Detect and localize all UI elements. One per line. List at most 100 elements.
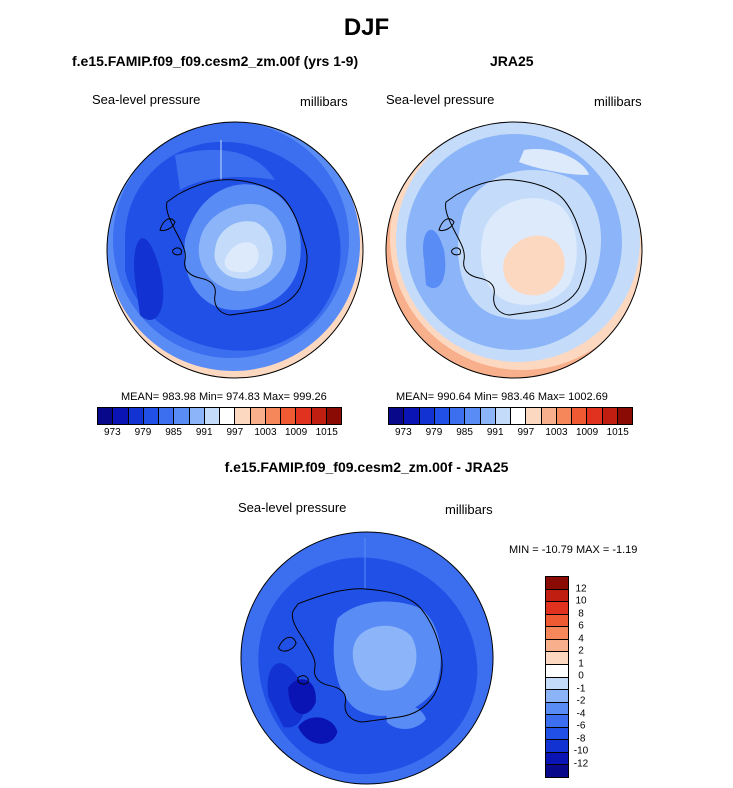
model-colorbar-swatch — [326, 408, 341, 424]
model-colorbar-tick: 1015 — [315, 427, 338, 438]
model-colorbar-swatch — [281, 408, 297, 424]
model-colorbar-swatch — [265, 408, 281, 424]
model-colorbar-swatch — [235, 408, 251, 424]
model-colorbar-tick: 997 — [226, 427, 244, 438]
obs-colorbar-tick: 997 — [517, 427, 535, 438]
diff-colorbar-swatch — [546, 664, 568, 678]
model-colorbar-swatch — [220, 408, 236, 424]
diff-colorbar-tick: -6 — [576, 720, 586, 732]
model-colorbar: 973 979 985 991 997 1003 1009 1015 — [97, 407, 342, 439]
model-map — [106, 121, 364, 379]
diff-colorbar-tick: 0 — [578, 670, 584, 682]
model-panel-title: f.e15.FAMIP.f09_f09.cesm2_zm.00f (yrs 1-… — [72, 53, 359, 69]
obs-colorbar-swatch — [450, 408, 466, 424]
model-variable-label: Sea-level pressure — [92, 92, 201, 107]
obs-colorbar-swatch — [602, 408, 618, 424]
diff-colorbar-tick: 6 — [578, 620, 584, 632]
obs-colorbar-swatch — [495, 408, 511, 424]
obs-colorbar-swatch — [541, 408, 557, 424]
model-stats: MEAN= 983.98 Min= 974.83 Max= 999.26 — [121, 391, 327, 403]
model-colorbar-swatch — [98, 408, 114, 424]
main-title: DJF — [343, 14, 390, 41]
diff-colorbar-tick: 8 — [578, 608, 584, 619]
obs-panel-title: JRA25 — [490, 53, 534, 69]
diff-colorbar-swatch — [546, 715, 568, 728]
model-colorbar-tick: 979 — [134, 427, 152, 438]
diff-variable-label: Sea-level pressure — [238, 500, 347, 515]
diff-panel-title: f.e15.FAMIP.f09_f09.cesm2_zm.00f - JRA25 — [224, 459, 509, 475]
obs-colorbar-tick: 1009 — [575, 427, 599, 438]
diff-colorbar-swatch — [546, 690, 568, 703]
model-colorbar-swatch — [204, 408, 220, 424]
diff-colorbar-tick: 10 — [575, 595, 587, 607]
diff-colorbar-tick: 12 — [575, 583, 587, 594]
obs-colorbar-tick: 985 — [456, 427, 473, 438]
diff-colorbar-swatch — [546, 614, 568, 628]
obs-colorbar-swatch — [404, 408, 420, 424]
obs-variable-label: Sea-level pressure — [386, 92, 495, 107]
model-colorbar-tick: 1009 — [284, 427, 308, 438]
diff-colorbar-swatch — [546, 727, 568, 741]
diff-units-label: millibars — [445, 502, 493, 517]
antarctica-coastline — [159, 179, 308, 316]
model-colorbar-swatch — [250, 408, 266, 424]
obs-colorbar: 973 979 985 991 997 1003 1009 1015 — [388, 407, 633, 439]
obs-colorbar-tick: 991 — [486, 427, 504, 438]
model-colorbar-swatch — [113, 408, 129, 424]
diff-colorbar-swatch — [546, 752, 568, 766]
model-colorbar-swatch — [296, 408, 312, 424]
diff-colorbar-swatch — [546, 639, 568, 653]
diff-colorbar-tick: -4 — [576, 708, 586, 719]
diff-colorbar-swatch — [546, 740, 568, 753]
diff-colorbar-tick: -10 — [573, 745, 589, 757]
diff-colorbar-swatch — [546, 577, 568, 590]
model-units-label: millibars — [300, 94, 348, 109]
obs-colorbar-swatch — [419, 408, 435, 424]
model-colorbar-tick: 991 — [195, 427, 213, 438]
obs-colorbar-swatch — [617, 408, 632, 424]
obs-colorbar-tick: 973 — [394, 427, 412, 438]
diff-colorbar-tick: 4 — [578, 633, 584, 644]
diff-stats: MIN = -10.79 MAX = -1.19 — [509, 544, 638, 556]
model-colorbar-swatch — [174, 408, 190, 424]
diff-colorbar-swatch — [546, 602, 568, 615]
model-colorbar-swatch — [311, 408, 327, 424]
diff-colorbar-swatch — [546, 677, 568, 691]
obs-units-label: millibars — [594, 94, 642, 109]
diff-colorbar-swatch — [546, 765, 568, 777]
model-colorbar-swatch — [128, 408, 144, 424]
diff-colorbar-tick: 1 — [578, 658, 584, 669]
diff-colorbar-tick: 2 — [578, 645, 584, 657]
model-colorbar-swatch — [189, 408, 205, 424]
diff-colorbar-swatch — [546, 702, 568, 716]
obs-map — [385, 121, 643, 379]
diff-colorbar-tick: -2 — [576, 695, 586, 707]
model-colorbar-tick: 1003 — [254, 427, 277, 438]
obs-colorbar-swatch — [572, 408, 588, 424]
obs-colorbar-swatch — [480, 408, 496, 424]
model-colorbar-tick: 985 — [165, 427, 182, 438]
obs-colorbar-swatch — [526, 408, 542, 424]
diff-colorbar-swatch — [546, 652, 568, 665]
obs-colorbar-swatch — [556, 408, 572, 424]
obs-colorbar-swatch — [587, 408, 603, 424]
model-colorbar-swatch — [159, 408, 175, 424]
diff-colorbar: 12 10 8 6 4 2 1 0 -1 -2 -4 -6 -8 -10 -12 — [545, 576, 588, 778]
antarctica-coastline — [277, 588, 443, 723]
obs-colorbar-swatch — [511, 408, 527, 424]
obs-colorbar-tick: 979 — [425, 427, 443, 438]
model-colorbar-tick: 973 — [103, 427, 121, 438]
obs-colorbar-tick: 1003 — [545, 427, 568, 438]
model-colorbar-swatch — [143, 408, 159, 424]
obs-colorbar-swatch — [465, 408, 481, 424]
diff-colorbar-swatch — [546, 627, 568, 640]
antarctica-coastline — [438, 179, 587, 316]
diff-colorbar-tick: -1 — [576, 683, 586, 694]
diff-map — [240, 531, 494, 785]
obs-colorbar-swatch — [389, 408, 405, 424]
obs-stats: MEAN= 990.64 Min= 983.46 Max= 1002.69 — [396, 391, 608, 403]
diff-colorbar-tick: -8 — [576, 733, 586, 744]
obs-colorbar-tick: 1015 — [606, 427, 629, 438]
diff-colorbar-tick: -12 — [573, 758, 589, 769]
diff-colorbar-swatch — [546, 589, 568, 603]
